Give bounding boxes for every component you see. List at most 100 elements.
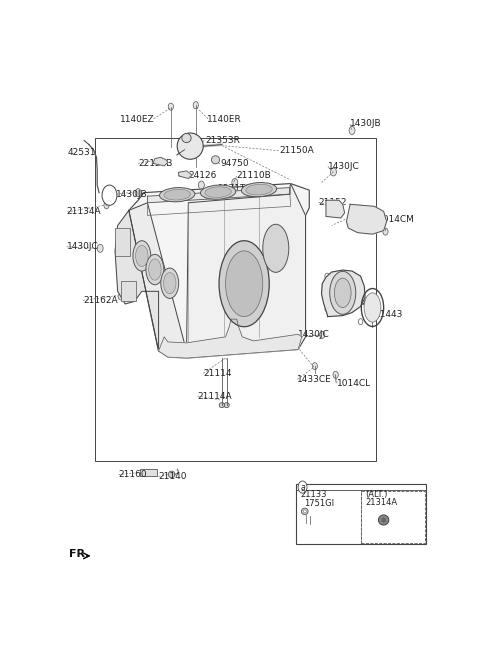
Text: 1433CE: 1433CE: [297, 375, 332, 384]
Ellipse shape: [219, 240, 269, 327]
Circle shape: [304, 522, 308, 526]
Ellipse shape: [301, 508, 308, 514]
Ellipse shape: [226, 251, 263, 317]
Circle shape: [320, 331, 325, 338]
Circle shape: [193, 102, 198, 108]
Bar: [361, 491, 425, 543]
Ellipse shape: [263, 224, 289, 273]
Text: 21152: 21152: [319, 198, 347, 207]
Ellipse shape: [164, 189, 191, 200]
Text: 1430JB: 1430JB: [350, 119, 382, 128]
Polygon shape: [115, 210, 158, 351]
Text: FR.: FR.: [69, 549, 90, 559]
Text: 21314A: 21314A: [365, 498, 397, 507]
Text: 21150A: 21150A: [279, 146, 314, 155]
Text: 43112: 43112: [350, 208, 379, 216]
Text: 21110B: 21110B: [237, 171, 272, 181]
Polygon shape: [153, 157, 168, 166]
Text: 21133: 21133: [300, 490, 326, 499]
Ellipse shape: [205, 187, 231, 198]
Polygon shape: [178, 171, 192, 179]
Circle shape: [298, 481, 307, 493]
Text: 1140EZ: 1140EZ: [120, 115, 155, 124]
Circle shape: [373, 216, 379, 223]
Ellipse shape: [161, 268, 179, 298]
Circle shape: [330, 168, 336, 176]
Polygon shape: [147, 188, 290, 203]
Polygon shape: [158, 319, 302, 358]
Text: 1430JC: 1430JC: [298, 330, 330, 339]
Ellipse shape: [168, 471, 175, 478]
Text: a: a: [107, 191, 112, 200]
Circle shape: [97, 244, 103, 252]
Bar: [121, 281, 136, 302]
Polygon shape: [129, 183, 309, 358]
Text: 1014CM: 1014CM: [378, 215, 415, 224]
Ellipse shape: [219, 403, 225, 407]
Circle shape: [325, 273, 329, 279]
Circle shape: [135, 189, 141, 196]
Ellipse shape: [135, 245, 148, 267]
Text: 21160: 21160: [119, 470, 147, 479]
Circle shape: [312, 363, 317, 370]
Ellipse shape: [177, 133, 203, 159]
Circle shape: [168, 103, 173, 110]
Ellipse shape: [164, 273, 176, 294]
Text: 21140: 21140: [158, 472, 187, 481]
Ellipse shape: [378, 515, 389, 525]
Text: 1751GI: 1751GI: [304, 499, 334, 509]
Bar: [140, 469, 157, 476]
Circle shape: [102, 185, 117, 205]
Text: 1140ER: 1140ER: [207, 115, 242, 124]
Bar: [296, 484, 426, 544]
Text: 1014CL: 1014CL: [337, 379, 371, 388]
Ellipse shape: [146, 254, 164, 284]
Text: 21114A: 21114A: [198, 392, 232, 401]
Circle shape: [104, 202, 109, 209]
Circle shape: [118, 293, 123, 300]
Text: a: a: [300, 483, 305, 491]
Bar: [96, 138, 376, 461]
Text: 21114: 21114: [203, 369, 232, 378]
Circle shape: [308, 522, 312, 528]
Text: (ALT.): (ALT.): [365, 490, 387, 499]
Circle shape: [333, 371, 338, 378]
Circle shape: [354, 214, 360, 221]
Ellipse shape: [246, 184, 272, 195]
Ellipse shape: [241, 183, 276, 196]
Text: 1430JC: 1430JC: [328, 162, 360, 171]
Ellipse shape: [335, 278, 351, 307]
Circle shape: [198, 181, 204, 189]
Text: 22124B: 22124B: [138, 159, 172, 168]
Ellipse shape: [364, 293, 381, 322]
Circle shape: [349, 126, 355, 135]
Circle shape: [325, 306, 329, 312]
Circle shape: [232, 179, 238, 187]
Ellipse shape: [149, 259, 161, 280]
Polygon shape: [322, 270, 365, 317]
Text: 21353R: 21353R: [205, 136, 240, 145]
Text: 1571TC: 1571TC: [218, 184, 252, 193]
Text: 21162A: 21162A: [83, 296, 118, 305]
Polygon shape: [326, 200, 345, 218]
Text: 21134A: 21134A: [67, 208, 101, 216]
Polygon shape: [129, 203, 188, 358]
Text: 21440: 21440: [337, 298, 365, 307]
Circle shape: [383, 228, 388, 235]
Polygon shape: [186, 183, 305, 358]
Circle shape: [359, 319, 363, 325]
Polygon shape: [347, 204, 386, 234]
Text: 21443: 21443: [374, 310, 403, 319]
Text: 24126: 24126: [188, 171, 216, 181]
Text: 1430JC: 1430JC: [67, 242, 98, 251]
Ellipse shape: [159, 187, 195, 202]
Text: 1430JB: 1430JB: [116, 190, 147, 198]
Ellipse shape: [330, 271, 356, 314]
Ellipse shape: [303, 510, 306, 513]
Ellipse shape: [211, 156, 219, 164]
Ellipse shape: [201, 185, 236, 199]
Ellipse shape: [381, 518, 386, 522]
Ellipse shape: [133, 240, 151, 271]
Ellipse shape: [224, 403, 229, 407]
Text: 94750: 94750: [220, 160, 249, 168]
